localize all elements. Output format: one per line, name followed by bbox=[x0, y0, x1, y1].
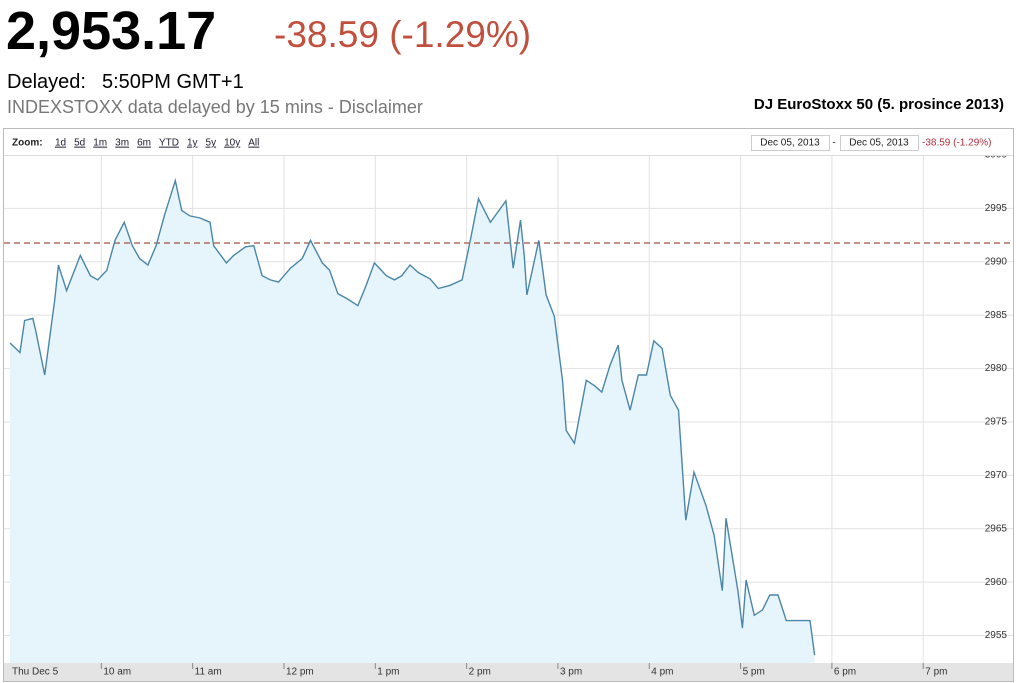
zoom-link[interactable]: 1y bbox=[187, 138, 198, 149]
zoom-link[interactable]: YTD bbox=[159, 138, 179, 149]
range-change: -38.59 (-1.29%) bbox=[922, 138, 991, 149]
date-separator: - bbox=[832, 138, 835, 149]
x-axis: Thu Dec 5 10 am 11 am 12 pm 1 pm 2 pm 3 pm 4 pm… bbox=[12, 663, 947, 678]
zoom-link[interactable]: 3m bbox=[115, 138, 129, 149]
zoom-link[interactable]: All bbox=[248, 138, 259, 149]
x-tick-label: 11 am bbox=[195, 667, 222, 678]
zoom-link[interactable]: 10y bbox=[224, 138, 240, 149]
disclaimer: INDEXSTOXX data delayed by 15 mins - Dis… bbox=[7, 97, 423, 117]
y-tick-label: 2955 bbox=[985, 630, 1008, 641]
x-tick-label: 4 pm bbox=[651, 667, 673, 678]
date-from-box bbox=[751, 135, 830, 151]
plot: 2955296029652970297529802985299029953000 bbox=[4, 150, 1013, 663]
zoom-links: 1d 5d 1m 3m 6m YTD 1y 5y 10y All bbox=[55, 138, 259, 149]
x-tick-label: 12 pm bbox=[286, 667, 314, 678]
price: 2,953.17 bbox=[6, 1, 217, 61]
date-to[interactable]: Dec 05, 2013 bbox=[849, 138, 909, 149]
zoom-label: Zoom: bbox=[12, 138, 43, 149]
x-tick-label: 7 pm bbox=[925, 667, 947, 678]
y-tick-label: 2995 bbox=[985, 203, 1008, 214]
x-tick-label: 10 am bbox=[103, 667, 131, 678]
x-tick-label: 6 pm bbox=[834, 667, 856, 678]
x-tick-label: 1 pm bbox=[377, 667, 399, 678]
zoom-link[interactable]: 5y bbox=[206, 138, 217, 149]
y-tick-label: 2980 bbox=[985, 363, 1008, 374]
x-tick-label: 3 pm bbox=[560, 667, 582, 678]
y-tick-label: 2960 bbox=[985, 577, 1008, 588]
time: 5:50PM GMT+1 bbox=[102, 71, 244, 93]
y-tick-label: 2990 bbox=[985, 256, 1008, 267]
area-fill bbox=[10, 180, 815, 663]
y-tick-label: 2985 bbox=[985, 310, 1008, 321]
zoom-link[interactable]: 1m bbox=[93, 138, 107, 149]
delayed-label: Delayed: bbox=[7, 71, 86, 93]
x-tick-label: Thu Dec 5 bbox=[12, 667, 59, 678]
date-from[interactable]: Dec 05, 2013 bbox=[760, 138, 820, 149]
x-axis-band bbox=[4, 663, 1013, 681]
chart-title: DJ EuroStoxx 50 (5. prosince 2013) bbox=[753, 96, 1004, 113]
y-tick-label: 2975 bbox=[985, 417, 1008, 428]
price-change: -38.59 (-1.29%) bbox=[274, 14, 532, 55]
zoom-link[interactable]: 6m bbox=[137, 138, 151, 149]
zoom-link[interactable]: 5d bbox=[74, 138, 85, 149]
zoom-link[interactable]: 1d bbox=[55, 138, 66, 149]
date-to-box bbox=[840, 135, 919, 151]
x-tick-label: 2 pm bbox=[469, 667, 491, 678]
x-tick-label: 5 pm bbox=[743, 667, 765, 678]
y-tick-label: 2970 bbox=[985, 470, 1008, 481]
price-line bbox=[9, 177, 816, 656]
y-tick-label: 2965 bbox=[985, 523, 1008, 534]
